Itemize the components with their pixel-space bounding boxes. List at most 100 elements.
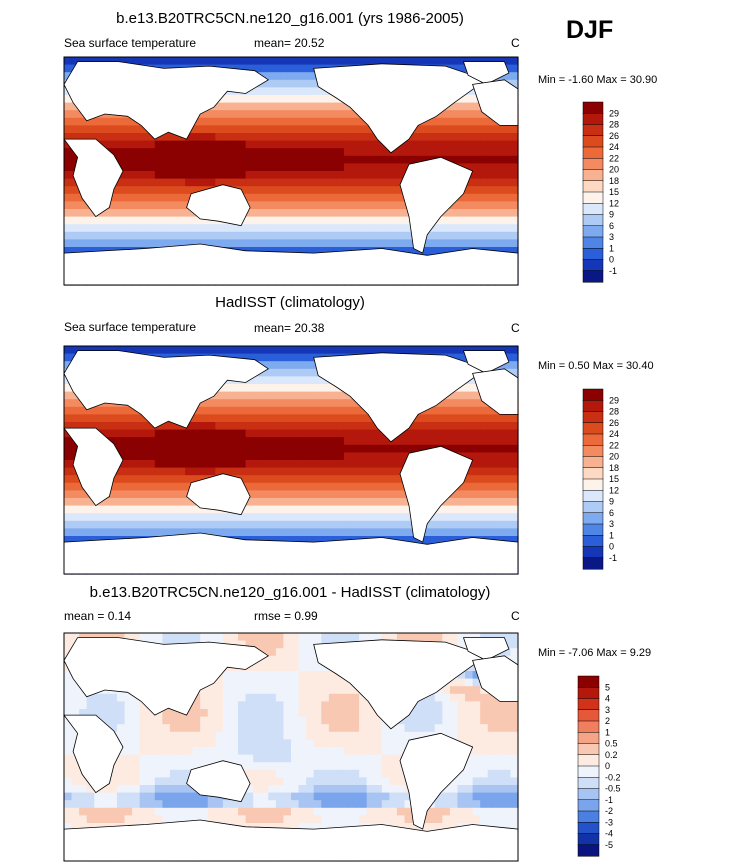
field-cell [222, 406, 232, 415]
field-cell [124, 140, 133, 149]
field-cell [275, 209, 285, 218]
field-cell [465, 224, 474, 233]
field-cell [472, 186, 481, 195]
field-cell [162, 528, 171, 537]
field-cell [366, 505, 375, 514]
field-cell [343, 444, 353, 453]
field-cell [124, 444, 133, 453]
field-cell [313, 754, 322, 763]
field-cell [465, 346, 474, 355]
field-cell [101, 414, 110, 423]
field-cell [374, 633, 383, 642]
field-cell [366, 716, 375, 725]
field-cell [215, 513, 224, 522]
field-cell [230, 716, 239, 725]
field-cell [291, 437, 300, 446]
field-cell [132, 231, 141, 240]
field-cell [351, 125, 360, 134]
field-cell [495, 498, 504, 507]
field-cell [374, 490, 383, 499]
field-cell [230, 444, 239, 453]
field-cell [207, 520, 216, 529]
field-cell [291, 663, 300, 672]
field-cell [124, 739, 133, 748]
field-cell [291, 777, 300, 786]
field-cell [147, 482, 156, 491]
field-cell [268, 513, 277, 522]
field-cell [328, 171, 337, 180]
field-cell [328, 762, 337, 771]
field-cell [351, 155, 360, 164]
field-cell [366, 754, 375, 763]
field-cell [366, 460, 375, 469]
field-cell [465, 739, 474, 748]
field-cell [389, 155, 398, 164]
field-cell [64, 384, 73, 393]
field-cell [313, 140, 322, 149]
field-cell [336, 754, 345, 763]
field-cell [313, 785, 322, 794]
field-cell [94, 117, 103, 126]
field-cell [480, 482, 489, 491]
field-cell [71, 505, 80, 514]
field-cell [389, 216, 398, 225]
field-cell [268, 57, 277, 66]
field-cell [419, 148, 428, 157]
field-cell [472, 762, 481, 771]
field-cell [154, 224, 163, 233]
field-cell [313, 482, 322, 491]
field-cell [268, 110, 277, 119]
field-cell [238, 57, 247, 66]
field-cell [487, 747, 496, 756]
field-cell [101, 716, 110, 725]
field-cell [396, 452, 406, 461]
field-cell [336, 785, 345, 794]
field-cell [64, 482, 73, 491]
field-cell [472, 678, 481, 687]
field-cell [260, 133, 269, 142]
field-cell [306, 490, 315, 499]
field-cell [192, 216, 201, 225]
field-cell [275, 231, 285, 240]
field-cell [185, 163, 194, 172]
field-cell [465, 716, 474, 725]
field-cell [64, 57, 73, 66]
field-cell [124, 209, 133, 218]
panel1-title: b.e13.B20TRC5CN.ne120_g16.001 (yrs 1986-… [116, 10, 464, 27]
field-cell [79, 239, 88, 248]
field-cell [139, 460, 148, 469]
field-cell [268, 460, 277, 469]
field-cell [442, 633, 451, 642]
panel2-units: C [511, 321, 520, 335]
field-cell [487, 754, 496, 763]
field-cell [359, 747, 368, 756]
field-cell [381, 57, 390, 66]
field-cell [343, 201, 353, 210]
field-cell [351, 475, 360, 484]
field-cell [495, 239, 504, 248]
field-cell [230, 528, 239, 537]
field-cell [404, 520, 413, 529]
field-cell [116, 528, 126, 537]
field-cell [283, 87, 292, 96]
field-cell [442, 693, 451, 702]
field-cell [381, 731, 390, 740]
field-cell [283, 110, 292, 119]
field-cell [457, 422, 466, 431]
field-cell [139, 475, 148, 484]
field-cell [291, 498, 300, 507]
field-cell [109, 239, 118, 248]
field-cell [457, 482, 466, 491]
field-cell [404, 731, 413, 740]
field-cell [283, 475, 292, 484]
field-cell [359, 475, 368, 484]
field-cell [487, 178, 496, 187]
field-cell [222, 102, 232, 111]
field-cell [374, 520, 383, 529]
field-cell [313, 739, 322, 748]
field-cell [260, 171, 269, 180]
field-cell [275, 709, 285, 718]
field-cell [116, 716, 126, 725]
field-cell [502, 422, 512, 431]
colorbar-swatch [582, 422, 604, 435]
